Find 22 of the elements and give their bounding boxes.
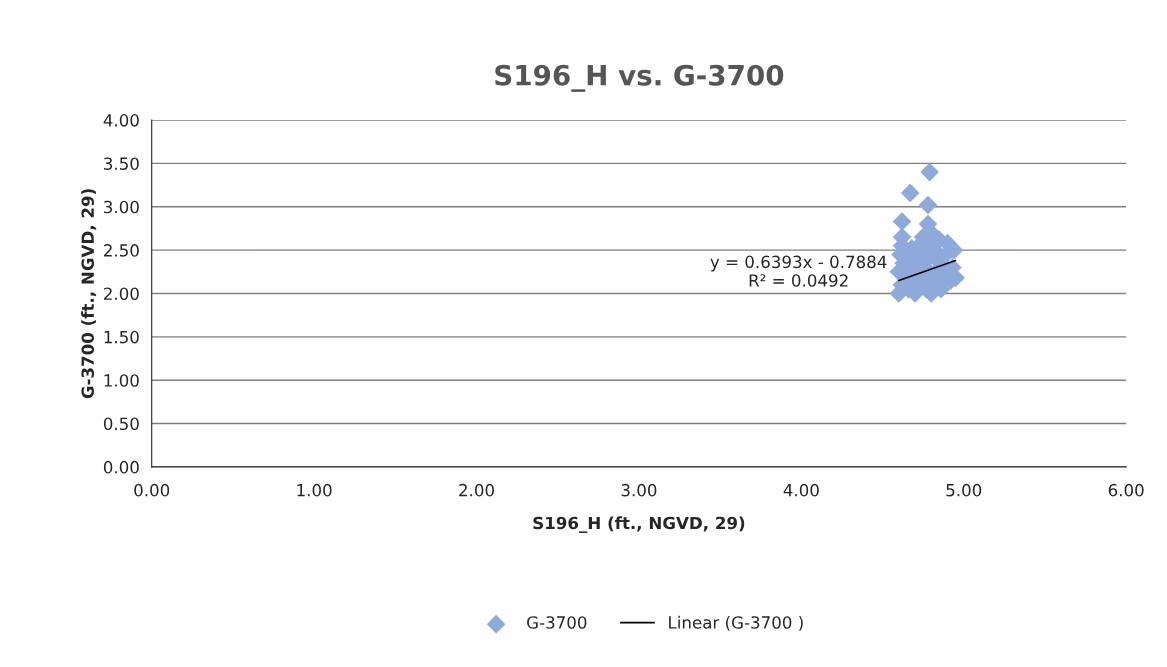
x-tick-label: 5.00 <box>946 483 982 497</box>
legend-label: Linear (G-3700 ) <box>669 615 803 631</box>
x-tick-label: 0.00 <box>134 483 170 497</box>
y-tick-label: 2.50 <box>104 244 139 257</box>
x-tick-label: 2.00 <box>459 483 494 497</box>
y-tick-label: 3.00 <box>104 200 139 214</box>
y-tick-label: 3.50 <box>104 157 139 170</box>
x-tick-label: 6.00 <box>1108 483 1144 497</box>
x-tick-label: 3.00 <box>621 483 657 497</box>
legend-label: G-3700 <box>527 616 587 629</box>
y-tick-label: 4.00 <box>103 114 139 127</box>
y-tick-label: 1.50 <box>104 330 139 344</box>
chart-title: S196_H vs. G-3700 <box>495 64 784 92</box>
y-axis-title: G-3700 (ft., NGVD, 29) <box>81 189 97 399</box>
y-tick-label: 2.00 <box>104 287 139 301</box>
annotation: y = 0.6393x - 0.7884 R² = 0.0492 <box>710 255 887 287</box>
x-axis-title: S196_H (ft., NGVD, 29) <box>533 516 745 533</box>
x-tick-label: 1.00 <box>297 483 332 497</box>
y-tick-label: 1.00 <box>104 374 139 387</box>
y-tick-label: 0.50 <box>103 417 139 431</box>
y-tick-label: 0.00 <box>103 460 139 474</box>
x-tick-label: 4.00 <box>783 483 819 497</box>
